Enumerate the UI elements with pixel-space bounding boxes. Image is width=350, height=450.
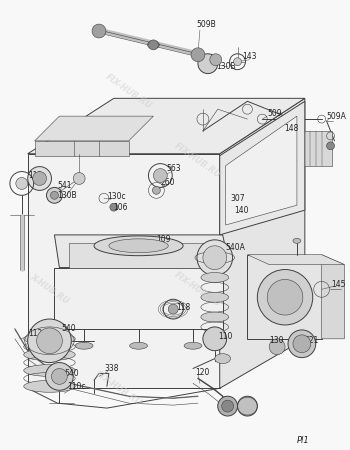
Polygon shape [55, 235, 230, 268]
Ellipse shape [201, 312, 229, 322]
Text: 509B: 509B [196, 20, 216, 29]
Circle shape [37, 328, 62, 354]
Circle shape [274, 145, 282, 153]
Circle shape [28, 166, 51, 190]
Circle shape [257, 270, 313, 325]
Text: 106: 106 [113, 202, 127, 211]
Text: 540A: 540A [226, 243, 246, 252]
Circle shape [203, 246, 227, 270]
Text: X-HUB.RU: X-HUB.RU [28, 273, 71, 306]
Text: 130: 130 [269, 336, 284, 345]
Circle shape [288, 330, 316, 358]
Ellipse shape [184, 342, 202, 349]
Polygon shape [28, 98, 305, 154]
Ellipse shape [24, 364, 75, 377]
Text: 110c: 110c [67, 382, 86, 391]
Text: 509A: 509A [327, 112, 346, 121]
Circle shape [269, 339, 285, 355]
Circle shape [51, 369, 67, 384]
Circle shape [92, 24, 106, 38]
Polygon shape [35, 141, 129, 156]
Text: 541: 541 [57, 181, 72, 190]
Text: Pl1: Pl1 [297, 436, 310, 445]
Circle shape [203, 327, 227, 351]
Text: FIX-HUB.RU: FIX-HUB.RU [104, 72, 154, 111]
Text: FIX-HUB.RU: FIX-HUB.RU [173, 270, 223, 309]
Circle shape [168, 304, 178, 314]
Text: 521: 521 [305, 336, 319, 345]
Circle shape [218, 396, 238, 416]
Ellipse shape [201, 292, 229, 302]
Ellipse shape [293, 238, 301, 243]
Circle shape [153, 169, 167, 182]
Text: 338: 338 [104, 364, 118, 373]
Ellipse shape [215, 354, 231, 364]
Text: 509: 509 [267, 108, 282, 117]
Text: FIX-HUB.RU: FIX-HUB.RU [94, 369, 144, 408]
Ellipse shape [24, 349, 75, 360]
Polygon shape [226, 116, 297, 225]
Text: 109: 109 [156, 235, 171, 244]
Ellipse shape [75, 342, 93, 349]
Circle shape [222, 400, 233, 412]
Polygon shape [69, 243, 208, 268]
Circle shape [233, 58, 242, 66]
Ellipse shape [130, 342, 147, 349]
Text: 111: 111 [28, 171, 42, 180]
Circle shape [33, 171, 47, 185]
Text: 540: 540 [61, 324, 76, 333]
Text: 260: 260 [160, 178, 175, 187]
Circle shape [152, 186, 160, 194]
Text: 540: 540 [64, 369, 79, 378]
Circle shape [327, 142, 335, 150]
Text: 112: 112 [28, 329, 42, 338]
Circle shape [210, 54, 222, 66]
Polygon shape [28, 154, 220, 388]
Text: 118: 118 [176, 303, 190, 312]
Polygon shape [247, 255, 344, 265]
Ellipse shape [24, 333, 75, 345]
Circle shape [50, 191, 58, 199]
Circle shape [293, 335, 311, 353]
Ellipse shape [94, 236, 183, 256]
Text: FIX-HUB.RU: FIX-HUB.RU [173, 141, 223, 180]
Text: 130B: 130B [216, 62, 236, 71]
Circle shape [47, 187, 62, 203]
Circle shape [148, 40, 158, 50]
Text: 130c: 130c [107, 192, 126, 201]
Circle shape [198, 54, 218, 73]
Circle shape [46, 363, 73, 390]
Circle shape [267, 279, 303, 315]
Polygon shape [35, 116, 153, 141]
Circle shape [110, 203, 118, 211]
Polygon shape [322, 255, 344, 339]
Circle shape [28, 319, 71, 363]
Text: 140: 140 [234, 206, 249, 215]
Polygon shape [220, 101, 305, 235]
Polygon shape [220, 98, 305, 388]
Text: 145: 145 [331, 280, 346, 289]
Text: 307: 307 [231, 194, 245, 203]
Circle shape [73, 172, 85, 184]
Circle shape [238, 396, 257, 416]
Bar [277, 131, 331, 166]
Circle shape [16, 177, 28, 189]
Polygon shape [55, 268, 223, 329]
Ellipse shape [109, 239, 168, 253]
Text: 120: 120 [195, 368, 209, 377]
Circle shape [191, 48, 205, 62]
Bar [247, 255, 322, 339]
Ellipse shape [24, 380, 75, 392]
Text: 563: 563 [166, 164, 181, 173]
Circle shape [197, 240, 233, 275]
Text: 130B: 130B [57, 191, 77, 200]
Ellipse shape [201, 273, 229, 283]
Text: 110: 110 [218, 333, 232, 342]
Text: 143: 143 [243, 52, 257, 61]
Text: 148: 148 [284, 123, 299, 132]
